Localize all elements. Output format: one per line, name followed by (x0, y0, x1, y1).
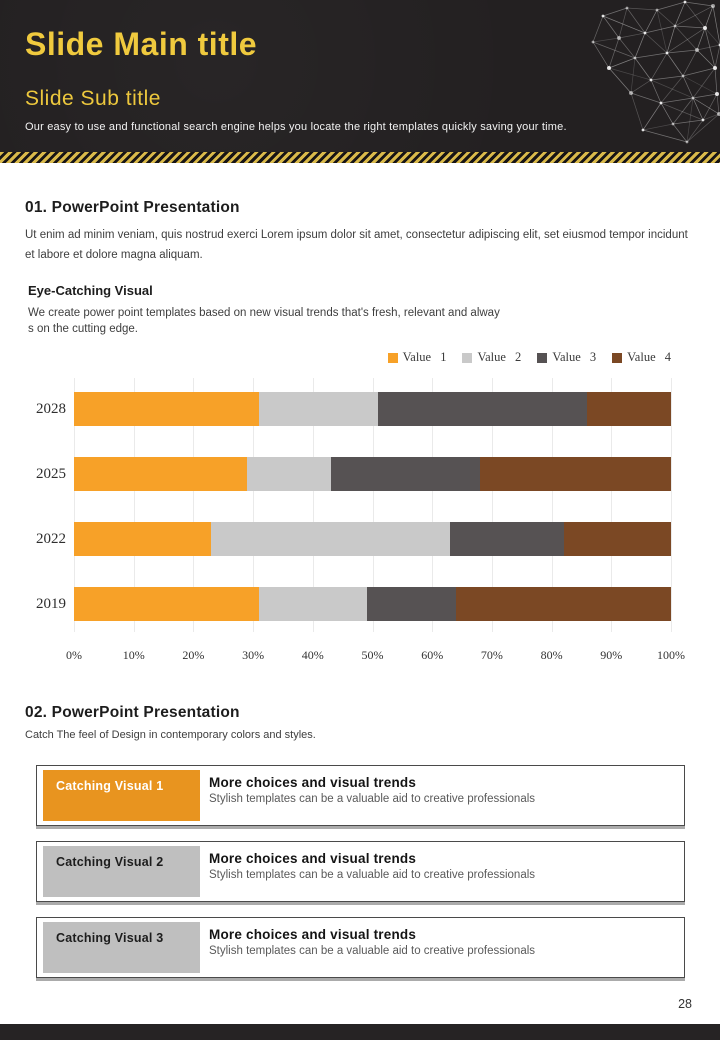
catching-visual-card-3: Catching Visual 3 More choices and visua… (36, 917, 685, 978)
chart-gridline (74, 378, 75, 632)
hazard-stripe-divider (0, 152, 720, 163)
legend-label: Value 2 (477, 350, 522, 364)
legend-item: Value 2 (462, 350, 521, 365)
x-axis-tick-label: 100% (657, 648, 685, 662)
x-axis-tick-label: 50% (361, 648, 384, 662)
x-axis-tick-label: 90% (600, 648, 623, 662)
card-3-description: Stylish templates can be a valuable aid … (209, 945, 536, 957)
legend-label: Value 1 (402, 350, 447, 364)
bar-segment-value-1 (74, 587, 260, 621)
stacked-bar-chart: Value 1 Value 2 Value 3 Value 4 0% 10% 20% 30%… (36, 350, 685, 662)
bar-row-2028: 2028 (36, 392, 671, 426)
card-3-title: More choices and visual trends (209, 927, 417, 942)
legend-item: Value 1 (387, 350, 447, 365)
chart-gridline (372, 378, 374, 632)
bar-segment-value-2 (259, 587, 367, 621)
card-2-title: More choices and visual trends (209, 851, 417, 866)
bar-segment-value-4 (587, 392, 671, 426)
chart-gridline (551, 378, 553, 632)
header-banner: Slide Main title Slide Sub title Our eas… (0, 0, 720, 152)
chart-gridline (193, 378, 195, 632)
x-axis-tick-label: 10% (122, 648, 145, 662)
chart-gridline (432, 378, 434, 632)
footer-bar (0, 1024, 720, 1040)
catching-visual-card-2: Catching Visual 2 More choices and visua… (36, 841, 685, 902)
bar-segment-value-1 (74, 522, 212, 556)
category-label: 2025 (36, 466, 66, 482)
bar-row-2022: 2022 (36, 522, 671, 556)
chart-gridline (671, 378, 672, 632)
x-axis-tick-label: 0% (66, 648, 82, 662)
network-plexus-graphic (591, 0, 720, 144)
legend-swatch-icon (612, 352, 623, 363)
bar-segment-value-4 (563, 522, 671, 556)
bar-segment-value-1 (74, 392, 260, 426)
card-2-description: Stylish templates can be a valuable aid … (209, 869, 536, 881)
category-label: 2019 (36, 596, 66, 612)
eye-catching-visual-body: We create power point templates based on… (28, 307, 500, 335)
legend-swatch-icon (462, 352, 473, 363)
bar-segment-value-3 (378, 392, 588, 426)
bar-row-2019: 2019 (36, 587, 671, 621)
page-title: Slide Main title (25, 26, 258, 62)
card-1-label: Catching Visual 1 (43, 770, 200, 821)
section-1-heading: 01. PowerPoint Presentation (25, 199, 240, 216)
bar-segment-value-4 (479, 457, 671, 491)
bar-segment-value-4 (456, 587, 671, 621)
eye-catching-visual-heading: Eye-Catching Visual (28, 283, 153, 298)
card-3-label: Catching Visual 3 (43, 922, 200, 973)
x-axis-tick-label: 70% (480, 648, 503, 662)
card-1-description: Stylish templates can be a valuable aid … (209, 793, 536, 805)
section-1-body: Ut enim ad minim veniam, quis nostrud ex… (25, 229, 688, 261)
x-axis-tick-label: 40% (301, 648, 324, 662)
x-axis-tick-label: 20% (182, 648, 205, 662)
bar-segment-value-3 (366, 587, 457, 621)
category-label: 2022 (36, 531, 66, 547)
x-axis-tick-label: 30% (242, 648, 265, 662)
category-label: 2028 (36, 401, 66, 417)
legend-label: Value 4 (627, 350, 671, 364)
chart-plot: 0% 10% 20% 30% 40% 50% 60% 70% 80% 90% 100% 2028 202… (36, 378, 685, 662)
legend-swatch-icon (537, 352, 548, 363)
legend-item: Value 3 (537, 350, 596, 365)
chart-gridline (253, 378, 255, 632)
bar-segment-value-2 (259, 392, 379, 426)
legend-item: Value 4 (612, 350, 671, 365)
bar-segment-value-2 (247, 457, 331, 491)
bar-segment-value-1 (74, 457, 248, 491)
bar-segment-value-3 (330, 457, 480, 491)
page-number: 28 (678, 997, 692, 1011)
chart-legend: Value 1 Value 2 Value 3 Value 4 (387, 350, 671, 365)
page-subtitle: Slide Sub title (25, 87, 161, 110)
legend-label: Value 3 (552, 350, 597, 364)
x-axis-tick-label: 60% (421, 648, 444, 662)
header-tagline: Our easy to use and functional search en… (25, 121, 567, 133)
chart-gridline (491, 378, 493, 632)
legend-swatch-icon (387, 352, 398, 363)
section-2-heading: 02. PowerPoint Presentation (25, 704, 240, 721)
x-axis-tick-label: 80% (540, 648, 563, 662)
chart-gridline (312, 378, 314, 632)
card-1-title: More choices and visual trends (209, 775, 417, 790)
bar-row-2025: 2025 (36, 457, 671, 491)
chart-gridline (133, 378, 135, 632)
card-2-label: Catching Visual 2 (43, 846, 200, 897)
catching-visual-card-1: Catching Visual 1 More choices and visua… (36, 765, 685, 826)
section-2-body: Catch The feel of Design in contemporary… (25, 729, 316, 741)
bar-segment-value-3 (450, 522, 564, 556)
chart-gridline (611, 378, 613, 632)
bar-segment-value-2 (211, 522, 451, 556)
